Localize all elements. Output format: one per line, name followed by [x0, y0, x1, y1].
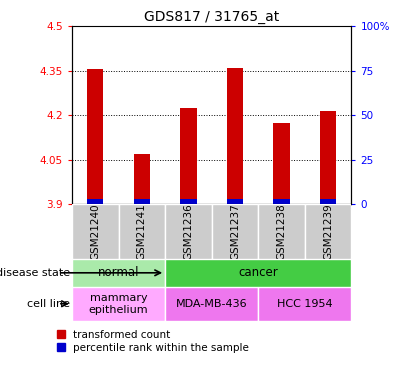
Text: MDA-MB-436: MDA-MB-436 — [176, 299, 247, 309]
Bar — [305, 204, 351, 259]
Bar — [134, 199, 150, 204]
Text: GSM21237: GSM21237 — [230, 203, 240, 260]
Text: normal: normal — [98, 266, 139, 279]
Text: GSM21236: GSM21236 — [183, 203, 193, 260]
Text: GSM21238: GSM21238 — [277, 203, 286, 260]
Text: GSM21239: GSM21239 — [323, 203, 333, 260]
Bar — [227, 68, 243, 204]
Bar — [134, 154, 150, 204]
Bar — [212, 204, 258, 259]
Bar — [165, 287, 258, 321]
Text: GSM21240: GSM21240 — [90, 203, 100, 260]
Bar — [165, 259, 351, 287]
Bar — [320, 111, 336, 204]
Text: HCC 1954: HCC 1954 — [277, 299, 332, 309]
Bar — [165, 204, 212, 259]
Bar — [273, 123, 290, 204]
Bar — [72, 287, 165, 321]
Bar — [72, 204, 118, 259]
Bar — [72, 259, 165, 287]
Bar — [273, 199, 290, 204]
Text: cell line: cell line — [27, 299, 70, 309]
Bar — [87, 199, 103, 204]
Legend: transformed count, percentile rank within the sample: transformed count, percentile rank withi… — [57, 330, 249, 353]
Text: disease state: disease state — [0, 268, 70, 278]
Text: mammary
epithelium: mammary epithelium — [89, 293, 148, 315]
Bar — [118, 204, 165, 259]
Text: GSM21241: GSM21241 — [137, 203, 147, 260]
Bar — [320, 199, 336, 204]
Bar — [227, 199, 243, 204]
Bar — [180, 199, 196, 204]
Text: cancer: cancer — [238, 266, 278, 279]
Bar — [87, 69, 103, 204]
Bar — [258, 287, 351, 321]
Bar — [258, 204, 305, 259]
Title: GDS817 / 31765_at: GDS817 / 31765_at — [144, 10, 279, 24]
Bar — [180, 108, 196, 204]
